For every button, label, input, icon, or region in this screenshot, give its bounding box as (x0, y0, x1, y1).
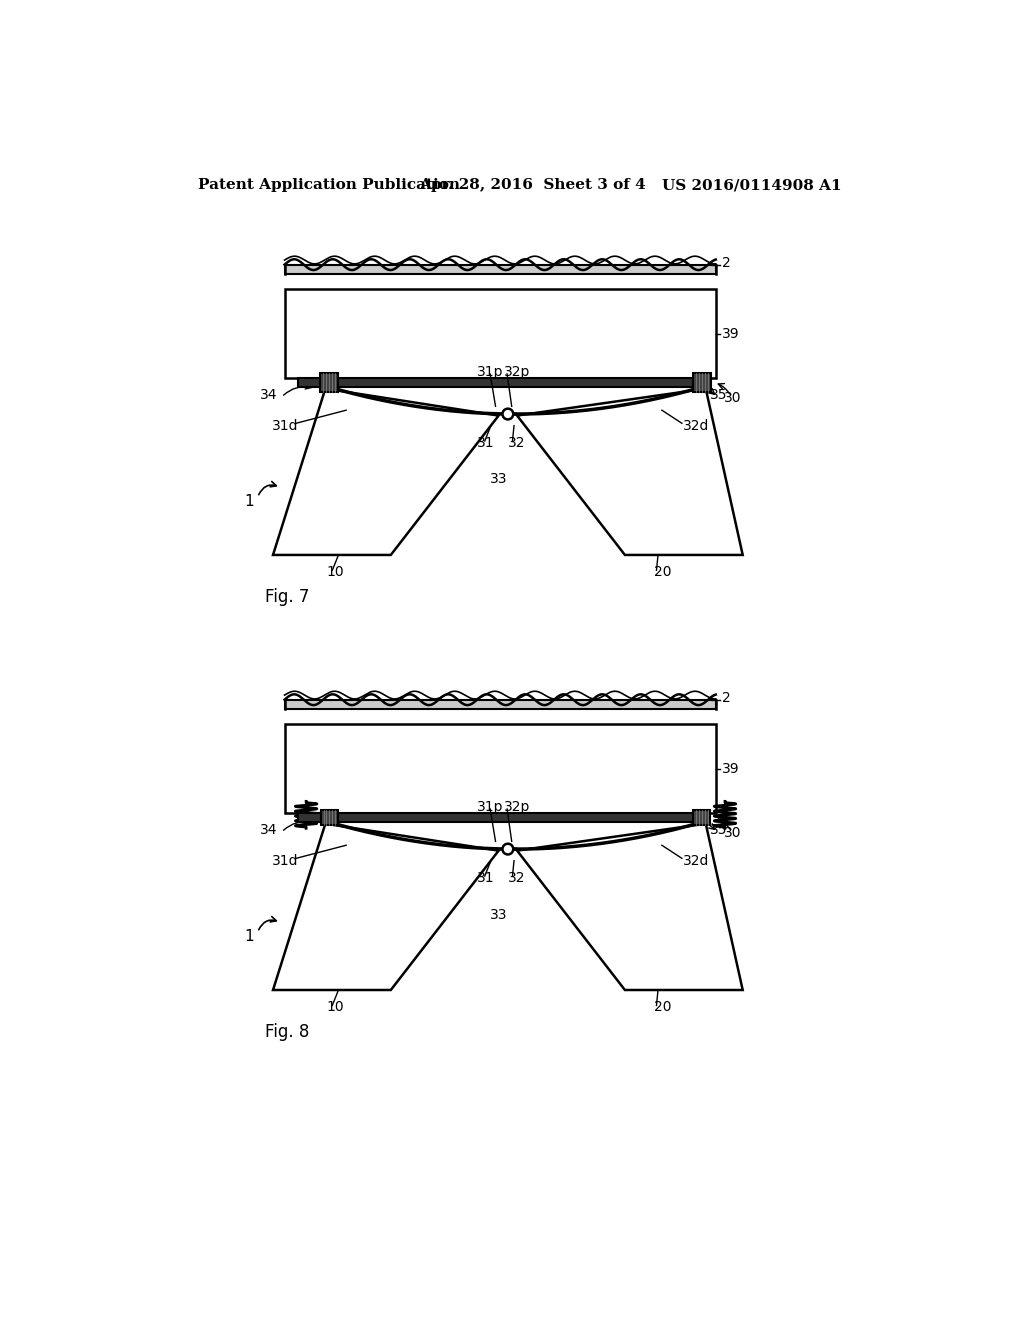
Circle shape (503, 843, 513, 854)
Text: 30: 30 (724, 826, 741, 840)
Text: Patent Application Publication: Patent Application Publication (198, 178, 460, 193)
Text: 2: 2 (722, 692, 731, 705)
Text: 10: 10 (327, 565, 344, 579)
Bar (285, 264, 716, 275)
Text: 2: 2 (722, 256, 731, 271)
Bar (285, 700, 716, 709)
Text: US 2016/0114908 A1: US 2016/0114908 A1 (662, 178, 842, 193)
Polygon shape (273, 388, 499, 554)
Text: 35: 35 (710, 388, 727, 401)
Text: 20: 20 (654, 1001, 672, 1014)
Bar (321, 810, 338, 825)
Text: 31p: 31p (477, 800, 504, 813)
Bar (693, 810, 711, 825)
Bar (285, 289, 716, 378)
Text: Fig. 7: Fig. 7 (265, 589, 309, 606)
Text: 32p: 32p (504, 364, 530, 379)
Text: 32: 32 (508, 437, 525, 450)
Text: 31d: 31d (272, 418, 299, 433)
Bar (298, 378, 701, 387)
Bar (692, 374, 711, 392)
Text: 31: 31 (477, 437, 495, 450)
Bar (298, 813, 701, 822)
Circle shape (503, 409, 513, 420)
Text: 39: 39 (722, 326, 739, 341)
Text: 39: 39 (722, 762, 739, 776)
Text: 1: 1 (245, 494, 254, 508)
Text: 35: 35 (710, 822, 727, 837)
Text: 33: 33 (490, 473, 508, 487)
Text: 32d: 32d (683, 418, 709, 433)
Text: 31p: 31p (477, 364, 504, 379)
Text: 32d: 32d (683, 854, 709, 867)
Text: 34: 34 (260, 822, 278, 837)
Bar (319, 374, 339, 392)
Text: 34: 34 (260, 388, 278, 401)
Text: 32p: 32p (504, 800, 530, 813)
Text: 33: 33 (490, 908, 508, 921)
Text: 20: 20 (654, 565, 672, 579)
Text: Apr. 28, 2016  Sheet 3 of 4: Apr. 28, 2016 Sheet 3 of 4 (419, 178, 646, 193)
Text: Fig. 8: Fig. 8 (265, 1023, 309, 1041)
Polygon shape (517, 824, 742, 990)
Text: 31d: 31d (272, 854, 299, 867)
Text: 31: 31 (477, 871, 495, 886)
Polygon shape (517, 388, 742, 554)
Text: 32: 32 (508, 871, 525, 886)
Text: 10: 10 (327, 1001, 344, 1014)
Polygon shape (273, 824, 499, 990)
Bar (285, 725, 716, 813)
Text: 30: 30 (724, 391, 741, 405)
Text: 1: 1 (245, 928, 254, 944)
